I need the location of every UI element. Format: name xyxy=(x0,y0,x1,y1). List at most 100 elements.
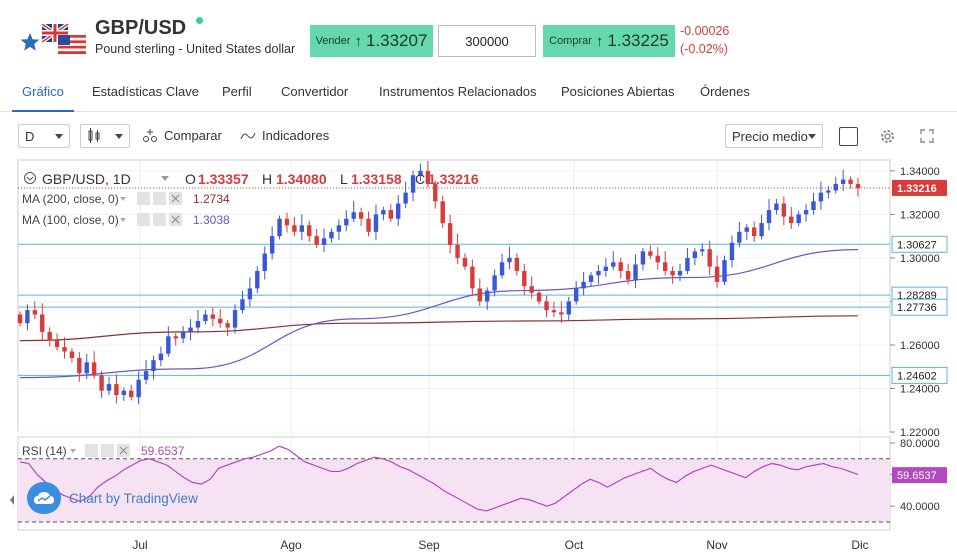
candle-body xyxy=(247,288,253,300)
candle-body xyxy=(640,251,646,265)
candlesticks xyxy=(17,161,861,405)
y-tick-label: 1.22000 xyxy=(900,427,940,439)
candle-body xyxy=(759,223,764,237)
candle-body xyxy=(707,249,712,267)
ma200-value: 1.2734 xyxy=(193,192,230,206)
legend-close-value: 1.33216 xyxy=(428,171,479,187)
x-tick-label: Dic xyxy=(851,538,868,552)
candle-body xyxy=(314,236,319,245)
sell-price: 1.33207 xyxy=(365,31,428,50)
ma200-settings-icon[interactable] xyxy=(153,192,166,205)
candle-body xyxy=(344,218,349,226)
instrument-header: GBP/USD Pound sterling - United States d… xyxy=(0,0,957,70)
candle-body xyxy=(262,253,267,271)
candle-body xyxy=(751,227,757,237)
quantity-input[interactable]: 300000 xyxy=(438,25,536,57)
chevron-down-icon xyxy=(115,134,123,139)
fullscreen-toggle-checkbox[interactable] xyxy=(839,127,858,146)
rsi-visibility-icon[interactable] xyxy=(85,444,98,457)
candle-body xyxy=(462,257,468,267)
settings-gear-icon[interactable] xyxy=(879,128,896,145)
scroll-left-handle[interactable] xyxy=(10,495,14,505)
candle-body xyxy=(269,236,275,254)
sell-label: Vender xyxy=(315,35,351,47)
tradingview-watermark[interactable]: Chart by TradingView xyxy=(27,482,198,514)
candle-body xyxy=(351,212,356,219)
ma200-visibility-icon[interactable] xyxy=(137,192,150,205)
buy-button[interactable]: Comprar ↑ 1.33225 xyxy=(543,25,675,57)
expand-icon[interactable] xyxy=(920,129,934,143)
collapse-legend-icon[interactable] xyxy=(24,172,36,184)
compare-label: Comparar xyxy=(164,128,222,143)
cloud-logo-icon xyxy=(27,482,61,514)
ma200-dropdown-icon[interactable] xyxy=(120,197,126,201)
candle-body xyxy=(766,210,772,224)
currency-flags-icon xyxy=(42,24,86,54)
candle-body xyxy=(232,310,238,328)
candle-body xyxy=(114,384,119,396)
rsi-dropdown-icon[interactable] xyxy=(70,449,76,453)
candle-body xyxy=(603,266,609,271)
buy-price: 1.33225 xyxy=(607,31,669,50)
candle-body xyxy=(99,375,104,391)
candle-body xyxy=(121,390,127,396)
tab-estadisticas-clave[interactable]: Estadísticas Clave xyxy=(92,84,199,99)
indicators-button[interactable]: Indicadores xyxy=(240,128,329,143)
candle-body xyxy=(218,318,223,324)
y-tick-label: 1.34000 xyxy=(900,166,940,178)
rsi-tick-label: 40.0000 xyxy=(900,501,940,513)
candle-body xyxy=(410,175,416,193)
buy-arrow-up-icon: ↑ xyxy=(595,32,604,50)
candle-body xyxy=(633,264,638,280)
tab-grafico[interactable]: Gráfico xyxy=(12,84,74,112)
rsi-band-fill xyxy=(18,458,890,522)
favorite-star-icon[interactable] xyxy=(20,32,40,52)
chart-type-dropdown[interactable] xyxy=(80,124,130,148)
tab-ordenes[interactable]: Órdenes xyxy=(700,84,750,99)
ma100-tools xyxy=(137,213,182,226)
instrument-symbol: GBP/USD xyxy=(95,17,187,39)
legend-open-value: 1.33357 xyxy=(198,171,249,187)
tab-perfil[interactable]: Perfil xyxy=(222,84,252,99)
interval-dropdown[interactable]: D xyxy=(18,124,70,148)
tab-posiciones-abiertas[interactable]: Posiciones Abiertas xyxy=(561,84,675,99)
collapse-chevron-icon xyxy=(26,176,34,181)
candle-body xyxy=(618,262,623,271)
compare-button[interactable]: Comparar xyxy=(142,128,222,143)
candle-body xyxy=(17,314,23,324)
tab-convertidor[interactable]: Convertidor xyxy=(281,84,349,99)
candle-body xyxy=(166,336,171,354)
legend-low-label: L xyxy=(340,171,348,187)
ma100-dropdown-icon[interactable] xyxy=(120,218,126,222)
tab-instrumentos-relacionados[interactable]: Instrumentos Relacionados xyxy=(379,84,537,99)
legend-dropdown-icon[interactable] xyxy=(161,176,169,181)
price-type-value: Precio medio xyxy=(732,128,808,144)
rsi-value: 59.6537 xyxy=(141,444,185,458)
ma100-visibility-icon[interactable] xyxy=(137,213,150,226)
indicators-label: Indicadores xyxy=(262,128,330,143)
candle-body xyxy=(470,266,475,289)
last-price-tag xyxy=(892,179,947,196)
candle-body xyxy=(47,331,52,341)
ma200-tools xyxy=(137,192,182,205)
rsi-tick-label: 80.0000 xyxy=(900,438,940,450)
candle-body xyxy=(25,310,30,324)
candle-body xyxy=(455,244,460,258)
price-type-dropdown[interactable]: Precio medio xyxy=(725,124,823,148)
candle-body xyxy=(833,183,838,191)
candle-body xyxy=(292,225,297,232)
candlestick-type-icon xyxy=(88,128,100,143)
candle-body xyxy=(381,210,386,215)
candle-body xyxy=(722,260,727,282)
price-level-label: 1.24602 xyxy=(897,370,937,382)
candle-body xyxy=(840,179,846,184)
sell-button[interactable]: Vender ↑ 1.33207 xyxy=(310,25,433,57)
rsi-settings-icon[interactable] xyxy=(101,444,114,457)
ma100-settings-icon[interactable] xyxy=(153,213,166,226)
x-tick-label: Ago xyxy=(280,538,302,552)
candle-body xyxy=(522,270,527,287)
candle-body xyxy=(32,310,38,315)
y-tick-label: 1.32000 xyxy=(900,209,940,221)
x-tick-label: Nov xyxy=(706,538,727,552)
